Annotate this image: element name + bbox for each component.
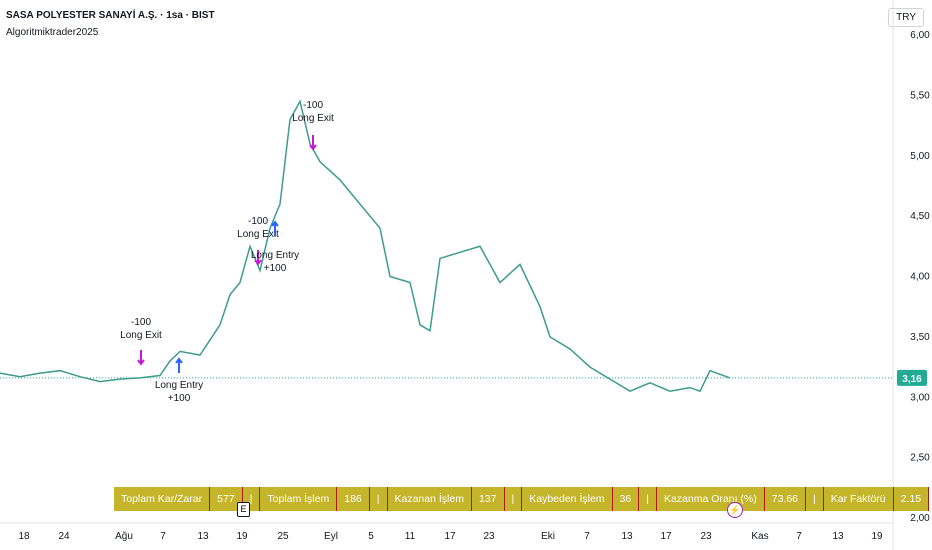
x-tick-label: 7: [160, 531, 166, 542]
stat-value: 186: [337, 487, 370, 511]
stat-label: Kar Faktörü: [824, 487, 894, 511]
x-tick-label: 17: [660, 531, 672, 542]
x-tick-label: 19: [236, 531, 248, 542]
trade-label: -100: [303, 100, 323, 111]
trade-label: Long Entry: [251, 250, 299, 261]
x-tick-label: 25: [277, 531, 289, 542]
trade-arrow: [175, 357, 183, 373]
x-tick-label: 7: [584, 531, 590, 542]
x-tick-label: Eki: [541, 531, 555, 542]
y-tick-label: 5,50: [910, 90, 930, 101]
trade-arrow: [309, 135, 317, 151]
y-tick-label: 6,00: [910, 30, 930, 41]
y-tick-label: 5,00: [910, 151, 930, 162]
trade-arrow: [271, 220, 279, 236]
x-tick-label: 23: [483, 531, 495, 542]
trade-label: Long Exit: [237, 229, 279, 240]
indicator-name: Algoritmiktrader2025: [6, 27, 99, 38]
x-tick-label: 18: [18, 531, 30, 542]
stat-value: 2.15: [894, 487, 930, 511]
separator: |: [370, 487, 388, 511]
x-tick-label: 7: [796, 531, 802, 542]
stat-label: Kazanma Oranı (%): [657, 487, 765, 511]
y-tick-label: 3,50: [910, 332, 930, 343]
stat-value: 73.66: [765, 487, 807, 511]
x-tick-label: 17: [444, 531, 456, 542]
trade-arrow: [137, 350, 145, 366]
price-line: [0, 99, 731, 393]
stat-label: Kaybeden İşlem: [522, 487, 613, 511]
y-tick-label: 3,00: [910, 392, 930, 403]
trade-label: Long Entry: [155, 380, 203, 391]
separator: |: [243, 487, 261, 511]
earnings-marker[interactable]: E: [237, 502, 250, 517]
y-tick-label: 4,50: [910, 211, 930, 222]
currency-button[interactable]: TRY: [888, 8, 924, 27]
stat-label: Toplam Kar/Zarar: [114, 487, 211, 511]
x-tick-label: 5: [368, 531, 374, 542]
x-tick-label: 13: [832, 531, 844, 542]
y-tick-label: 4,00: [910, 272, 930, 283]
symbol-title: SASA POLYESTER SANAYİ A.Ş. · 1sa · BIST: [6, 10, 215, 21]
x-tick-label: 13: [197, 531, 209, 542]
last-price-label: 3,16: [902, 374, 922, 385]
trade-label: -100: [131, 317, 151, 328]
trade-label: +100: [168, 393, 191, 404]
last-price-badge: [897, 369, 927, 386]
trade-label: Long Exit: [120, 330, 162, 341]
y-tick-label: 2,50: [910, 453, 930, 464]
x-tick-label: Kas: [751, 531, 768, 542]
x-tick-label: 23: [700, 531, 712, 542]
y-tick-label: 2,00: [910, 513, 930, 524]
stat-value: 36: [613, 487, 640, 511]
trade-label: +100: [264, 263, 287, 274]
x-tick-label: 24: [58, 531, 70, 542]
separator: |: [639, 487, 657, 511]
trade-label: -100: [248, 216, 268, 227]
stat-value: 137: [472, 487, 505, 511]
stat-value: 577: [210, 487, 243, 511]
separator: |: [505, 487, 523, 511]
separator: |: [806, 487, 824, 511]
trade-arrow: [254, 250, 262, 266]
trade-label: Long Exit: [292, 113, 334, 124]
event-icon[interactable]: ⚡: [727, 502, 743, 518]
stat-label: Toplam İşlem: [260, 487, 338, 511]
x-tick-label: Ağu: [115, 531, 133, 542]
x-tick-label: 13: [621, 531, 633, 542]
x-tick-label: Eyl: [324, 531, 338, 542]
x-tick-label: 11: [405, 531, 416, 542]
x-tick-label: 19: [871, 531, 883, 542]
stat-label: Kazanan İşlem: [388, 487, 472, 511]
